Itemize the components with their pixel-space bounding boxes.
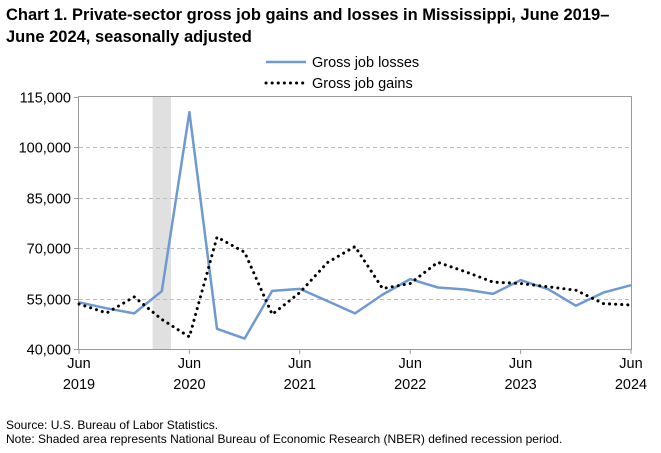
y-axis: 40,000 55,000 70,000 85,000 100,000 115,000 — [19, 91, 79, 359]
x-tick-label: Jun — [509, 356, 532, 372]
x-tick-year: 2022 — [394, 377, 426, 393]
x-tick-year: 2023 — [504, 377, 536, 393]
y-tick-label: 85,000 — [27, 192, 71, 208]
series-lines — [77, 110, 633, 340]
recession-shade — [152, 97, 171, 349]
plot-frame — [78, 96, 632, 350]
y-tick-label: 100,000 — [19, 141, 71, 157]
chart-title: Chart 1. Private-sector gross job gains … — [6, 6, 610, 46]
y-tick-label: 55,000 — [27, 293, 71, 309]
y-tick-label: 40,000 — [27, 343, 71, 359]
gross-job-gains-line — [77, 235, 633, 339]
x-tick-year: 2024 — [615, 377, 647, 393]
x-tick-year: 2020 — [173, 377, 205, 393]
legend-label: Gross job gains — [312, 76, 413, 92]
x-tick-label: Jun — [399, 356, 422, 372]
x-tick-label: Jun — [178, 356, 201, 372]
y-tick-label: 115,000 — [20, 91, 71, 107]
source-note: Source: U.S. Bureau of Labor Statistics. — [6, 418, 219, 432]
x-tick-year: 2019 — [63, 377, 95, 393]
recession-note: Note: Shaded area represents National Bu… — [6, 432, 563, 446]
legend-label: Gross job losses — [312, 55, 419, 71]
x-tick-label: Jun — [619, 356, 642, 372]
gridlines — [79, 147, 631, 300]
x-tick-label: Jun — [67, 356, 90, 372]
y-tick-label: 70,000 — [27, 242, 71, 258]
x-tick-year: 2021 — [284, 377, 316, 393]
x-axis: Jun 2019 Jun 2020 Jun 2021 Jun 2022 Jun 2023 Jun 20… — [63, 349, 647, 393]
legend: Gross job losses Gross job gains — [264, 55, 419, 92]
x-tick-label: Jun — [288, 356, 311, 372]
